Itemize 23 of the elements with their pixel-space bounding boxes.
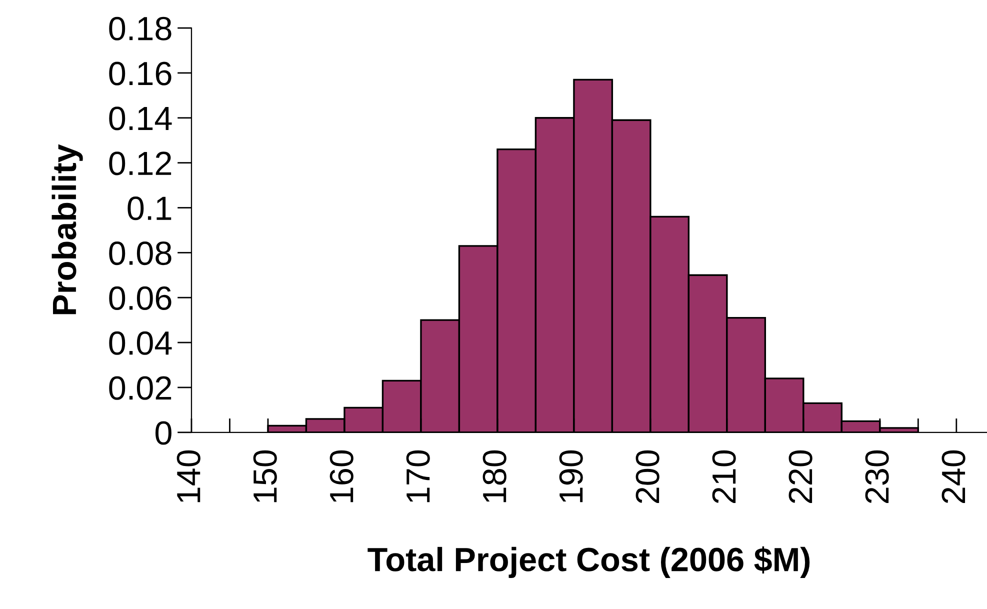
x-tick-label: 170 (406, 450, 430, 502)
x-tick-label: 230 (865, 450, 889, 503)
y-tick-label: 0.16 (109, 62, 172, 86)
y-tick-label: 0.1 (128, 196, 172, 220)
x-tick-label: 200 (636, 450, 660, 503)
x-tick-label: 210 (712, 450, 736, 503)
x-tick-label: 160 (330, 450, 354, 502)
x-tick-label: 240 (942, 450, 966, 503)
y-tick-label: 0.12 (109, 152, 172, 176)
x-tick-label: 140 (176, 450, 200, 502)
y-tick-label: 0.18 (109, 16, 172, 40)
x-tick-label: 180 (482, 450, 506, 502)
x-axis-title: Total Project Cost (2006 $M) (368, 546, 810, 578)
y-tick-label: 0.14 (109, 106, 172, 130)
y-axis-title: Probability (52, 144, 83, 314)
y-tick-label: 0.04 (109, 331, 172, 355)
x-tick-label: 150 (253, 450, 277, 502)
y-tick-label: 0.08 (109, 241, 172, 266)
y-tick-label: 0.06 (109, 286, 172, 310)
y-tick-label: 0.02 (109, 376, 172, 400)
y-tick-label: 0 (155, 421, 172, 445)
x-tick-label: 190 (559, 450, 583, 502)
x-tick-label: 220 (788, 450, 812, 503)
